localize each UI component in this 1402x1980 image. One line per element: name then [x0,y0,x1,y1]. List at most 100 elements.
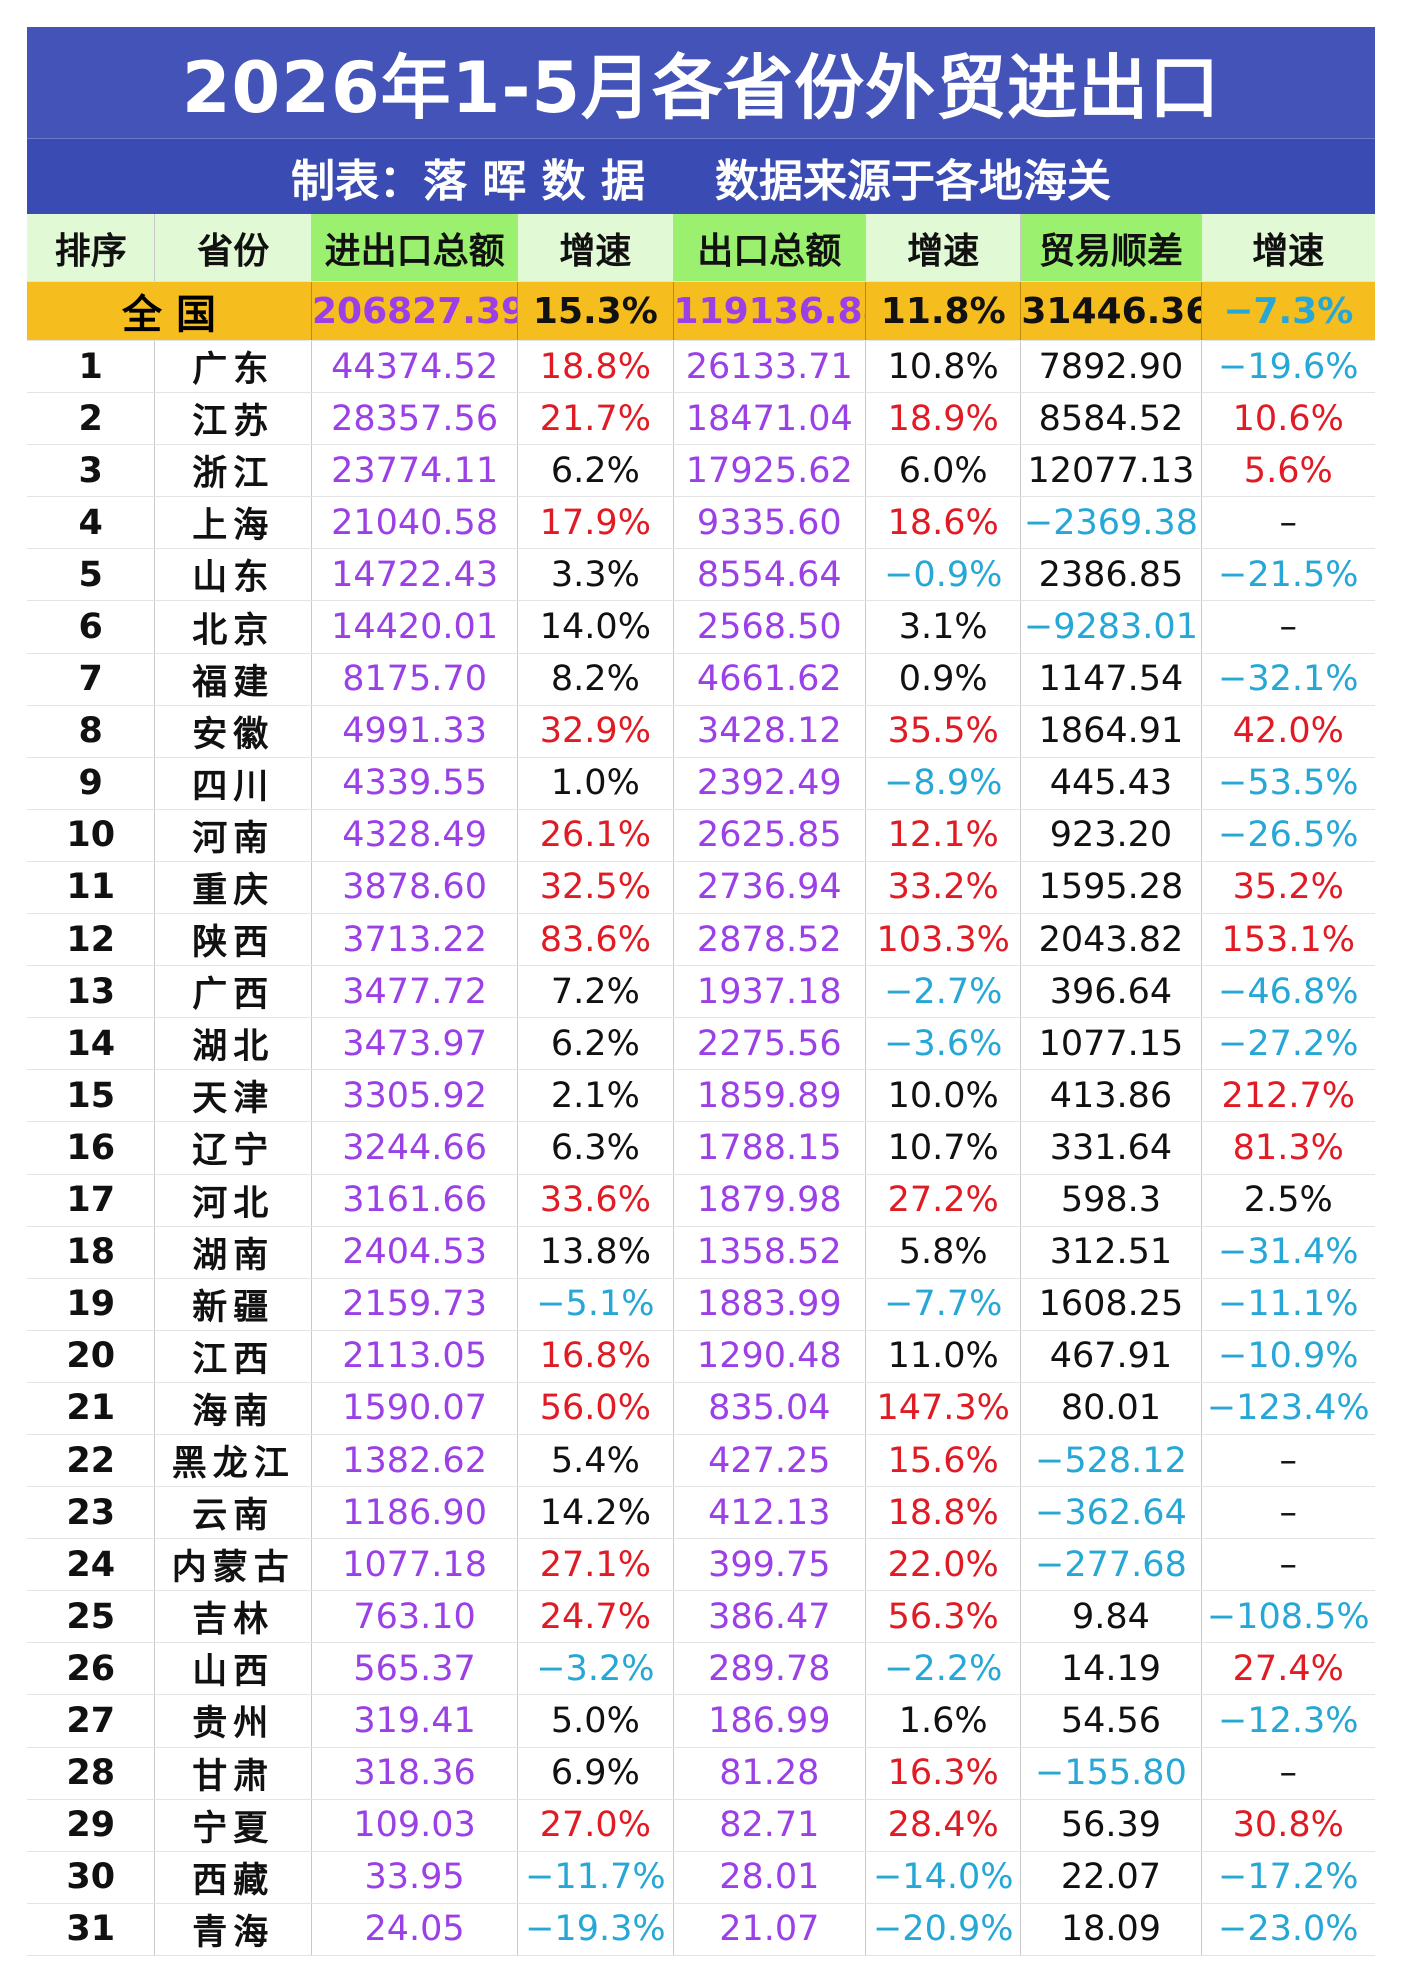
surplus-value: 12077.13 [1020,444,1202,498]
table-row: 25 吉林 763.10 24.7% 386.47 56.3% 9.84 −108.5% [27,1590,1375,1644]
total-growth: 6.2% [517,1017,674,1071]
province-name: 贵州 [154,1694,312,1748]
province-name: 云南 [154,1486,312,1540]
table-row: 5 山东 14722.43 3.3% 8554.64 −0.9% 2386.85 −21.5% [27,548,1375,602]
province-name: 辽宁 [154,1121,312,1175]
total-growth: 7.2% [517,965,674,1019]
province-name: 陕西 [154,913,312,967]
export-value: 427.25 [672,1434,866,1488]
table-row: 13 广西 3477.72 7.2% 1937.18 −2.7% 396.64 −46.8% [27,965,1375,1019]
surplus-growth: −21.5% [1200,548,1375,602]
province-name: 北京 [154,600,312,654]
total-growth: 6.9% [517,1747,674,1800]
header-total-growth: 增速 [517,214,674,282]
export-growth: 10.8% [865,340,1021,394]
province-name: 湖南 [154,1226,312,1279]
export-value: 1358.52 [672,1226,866,1279]
table-row: 26 山西 565.37 −3.2% 289.78 −2.2% 14.19 27.4% [27,1642,1375,1696]
province-name: 河北 [154,1174,312,1227]
rank: 16 [27,1121,155,1175]
export-growth: −3.6% [865,1017,1021,1071]
province-name: 浙江 [154,444,312,498]
rank: 9 [27,757,155,810]
export-growth: 22.0% [865,1538,1021,1592]
rank: 12 [27,913,155,967]
export-value: 289.78 [672,1642,866,1696]
total-growth: 14.0% [517,600,674,654]
surplus-growth: 5.6% [1200,444,1375,498]
total-growth: −11.7% [517,1851,674,1904]
header-surplus: 贸易顺差 [1020,214,1202,282]
surplus-value: 1147.54 [1020,653,1202,706]
total-value: 3878.60 [310,861,518,915]
surplus-value: −277.68 [1020,1538,1202,1592]
table-row: 24 内蒙古 1077.18 27.1% 399.75 22.0% −277.68– [27,1538,1375,1592]
rank: 8 [27,705,155,758]
surplus-value: 396.64 [1020,965,1202,1019]
table-row: 6 北京 14420.01 14.0% 2568.50 3.1% −9283.01– [27,600,1375,654]
rank: 11 [27,861,155,915]
total-value: 3161.66 [310,1174,518,1227]
export-growth: −2.2% [865,1642,1021,1696]
total-growth: 3.3% [517,548,674,602]
table-row: 9 四川 4339.55 1.0% 2392.49 −8.9% 445.43 −53.5% [27,757,1375,810]
rank: 20 [27,1330,155,1383]
total-growth: 16.8% [517,1330,674,1383]
total-growth: 5.4% [517,1434,674,1488]
export-growth: 18.8% [865,1486,1021,1540]
total-value: 23774.11 [310,444,518,498]
table-row: 18 湖南 2404.53 13.8% 1358.52 5.8% 312.51 −31.4% [27,1226,1375,1279]
export-value: 2878.52 [672,913,866,967]
surplus-value: 14.19 [1020,1642,1202,1696]
province-name: 安徽 [154,705,312,758]
rank: 24 [27,1538,155,1592]
national-total: 206827.39 [310,281,518,341]
total-value: 24.05 [310,1903,518,1956]
province-name: 广西 [154,965,312,1019]
total-growth: −19.3% [517,1903,674,1956]
export-value: 2392.49 [672,757,866,810]
surplus-value: −155.80 [1020,1747,1202,1800]
export-growth: 15.6% [865,1434,1021,1488]
total-value: 3713.22 [310,913,518,967]
national-total-growth: 15.3% [517,281,674,341]
export-value: 9335.60 [672,496,866,550]
province-name: 新疆 [154,1278,312,1331]
surplus-growth: −32.1% [1200,653,1375,706]
rank: 10 [27,809,155,862]
export-value: 17925.62 [672,444,866,498]
national-export-growth: 11.8% [865,281,1021,341]
total-value: 28357.56 [310,392,518,446]
export-value: 835.04 [672,1382,866,1435]
rank: 27 [27,1694,155,1748]
surplus-value: −362.64 [1020,1486,1202,1540]
export-value: 1859.89 [672,1069,866,1123]
total-value: 4339.55 [310,757,518,810]
rank: 21 [27,1382,155,1435]
province-name: 江西 [154,1330,312,1383]
rank: 28 [27,1747,155,1800]
province-name: 福建 [154,653,312,706]
export-value: 21.07 [672,1903,866,1956]
total-growth: 17.9% [517,496,674,550]
export-value: 18471.04 [672,392,866,446]
author-credit: 制表：落 晖 数 据 [291,155,645,207]
surplus-growth: −17.2% [1200,1851,1375,1904]
surplus-growth: 81.3% [1200,1121,1375,1175]
total-value: 33.95 [310,1851,518,1904]
surplus-value: 923.20 [1020,809,1202,862]
rank: 14 [27,1017,155,1071]
export-value: 26133.71 [672,340,866,394]
total-value: 14420.01 [310,600,518,654]
total-growth: −5.1% [517,1278,674,1331]
export-growth: 103.3% [865,913,1021,967]
surplus-value: 9.84 [1020,1590,1202,1644]
total-growth: 27.1% [517,1538,674,1592]
total-value: 4991.33 [310,705,518,758]
province-name: 山东 [154,548,312,602]
rank: 31 [27,1903,155,1956]
export-growth: 147.3% [865,1382,1021,1435]
total-growth: 21.7% [517,392,674,446]
surplus-value: 312.51 [1020,1226,1202,1279]
surplus-value: 331.64 [1020,1121,1202,1175]
